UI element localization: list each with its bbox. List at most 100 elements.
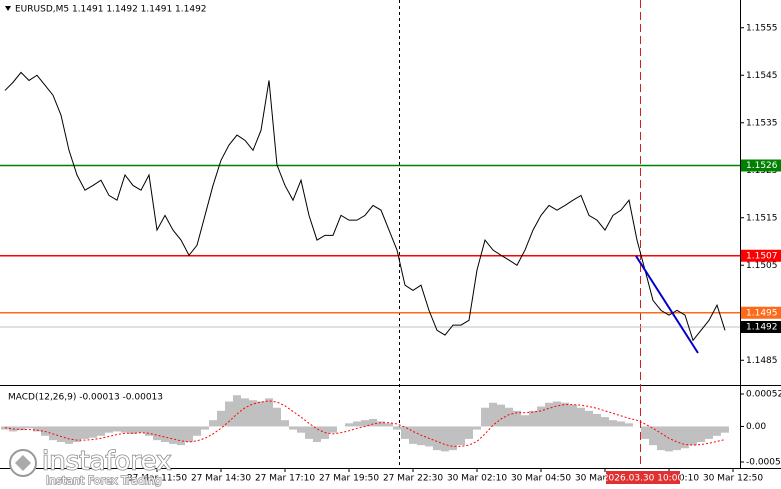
histogram-bar: [433, 426, 441, 451]
histogram-bar: [193, 426, 201, 436]
histogram-bar: [137, 426, 145, 433]
histogram-bar: [145, 426, 153, 436]
histogram-bar: [121, 426, 129, 433]
histogram-bar: [345, 423, 353, 427]
y-tick-label: 0.00052: [746, 390, 781, 400]
x-tick-label: 27 Mar 22:30: [383, 474, 443, 484]
x-tick-label: 30 Mar 12:50: [703, 474, 763, 484]
x-tick-label: 30 Mar 02:10: [447, 474, 507, 484]
x-tick-label: 27 Mar 19:50: [319, 474, 379, 484]
level-label-box: [741, 306, 781, 319]
level-label-box: [741, 249, 781, 262]
time-marker-label: 2026.03.30 10:00: [603, 474, 684, 484]
histogram-bar: [161, 426, 169, 443]
histogram-bar: [473, 426, 481, 430]
histogram-bar: [241, 398, 249, 427]
trend-line: [635, 255, 699, 354]
histogram-bar: [657, 426, 665, 451]
y-tick-label: 0.00: [746, 422, 766, 432]
histogram-bar: [489, 402, 497, 427]
histogram-bar: [505, 407, 513, 427]
logo-tagline: Instant Forex Trading: [46, 474, 162, 487]
histogram-bar: [513, 410, 521, 427]
logo-mark: [15, 455, 31, 471]
histogram-bar: [329, 426, 337, 433]
histogram-bar: [497, 404, 505, 427]
histogram-bar: [385, 423, 393, 427]
histogram-bar: [625, 423, 633, 427]
level-label-box: [741, 159, 781, 172]
histogram-bar: [305, 426, 313, 439]
histogram-bar: [529, 410, 537, 427]
histogram-bar: [457, 426, 465, 446]
histogram-bar: [705, 426, 713, 439]
histogram-bar: [25, 426, 33, 429]
x-tick-label: 30 Mar 04:50: [511, 474, 571, 484]
level-label: 1.1507: [746, 251, 778, 261]
histogram-bar: [449, 426, 457, 451]
histogram-bar: [369, 418, 377, 427]
histogram-bar: [233, 395, 241, 427]
level-label: 1.1492: [746, 323, 778, 333]
histogram-bar: [185, 426, 193, 443]
histogram-bar: [265, 398, 273, 427]
histogram-bar: [569, 404, 577, 427]
histogram-bar: [521, 415, 529, 427]
histogram-bar: [97, 426, 105, 436]
macd-title: MACD(12,26,9) -0.00013 -0.00013: [8, 393, 163, 403]
histogram-bar: [417, 426, 425, 446]
histogram-bar: [17, 426, 25, 431]
histogram-bar: [49, 426, 57, 441]
histogram-bar: [561, 402, 569, 427]
chart-title: EURUSD,M5 1.1491 1.1492 1.1491 1.1492: [15, 5, 207, 15]
x-tick-label: 27 Mar 14:30: [191, 474, 251, 484]
marks: 1.15551.15451.15351.15251.15151.15051.14…: [0, 23, 781, 484]
histogram-bar: [377, 421, 385, 427]
histogram-bar: [57, 426, 65, 443]
histogram-bar: [153, 426, 161, 441]
histogram-bar: [313, 426, 321, 443]
histogram-bar: [601, 417, 609, 427]
histogram-bar: [289, 426, 297, 430]
price-line: [4, 71, 726, 342]
histogram-bar: [393, 426, 401, 430]
histogram-bar: [353, 421, 361, 427]
histogram-bar: [617, 421, 625, 427]
x-tick-label: 27 Mar 17:10: [255, 474, 315, 484]
histogram-bar: [409, 426, 417, 444]
y-tick-label: 1.1485: [746, 356, 778, 366]
level-label-box: [741, 321, 781, 333]
histogram-bar: [281, 420, 289, 427]
histogram-bar: [113, 426, 121, 432]
histogram-bar: [649, 426, 657, 446]
histogram-bar: [105, 426, 113, 433]
histogram-bar: [441, 426, 449, 452]
histogram-bar: [713, 426, 721, 436]
histogram-bar: [65, 426, 73, 444]
histogram-bar: [209, 420, 217, 427]
histogram-bar: [681, 426, 689, 449]
histogram-bar: [177, 426, 185, 446]
histogram-bar: [81, 426, 89, 439]
histogram-bar: [577, 407, 585, 427]
histogram-bar: [169, 426, 177, 444]
x-tick-label: 30 Mar 07:30: [575, 474, 635, 484]
histogram-bar: [641, 426, 649, 439]
histogram-bar: [593, 413, 601, 427]
level-label: 1.1495: [746, 308, 778, 318]
signal-line: [4, 400, 726, 447]
histogram-bar: [673, 426, 681, 451]
histogram-bar: [257, 401, 265, 427]
watermark: instaforex Instant Forex Trading: [9, 446, 172, 488]
histogram-bar: [225, 401, 233, 427]
y-tick-label: 1.1505: [746, 261, 778, 271]
menu-triangle: [5, 6, 11, 11]
level-label: 1.1526: [746, 161, 778, 171]
time-marker-box: [606, 471, 680, 484]
histogram-bar: [689, 426, 697, 446]
y-tick-label: 1.1535: [746, 118, 778, 128]
histogram-bar: [33, 426, 41, 432]
histogram-bar: [537, 406, 545, 427]
